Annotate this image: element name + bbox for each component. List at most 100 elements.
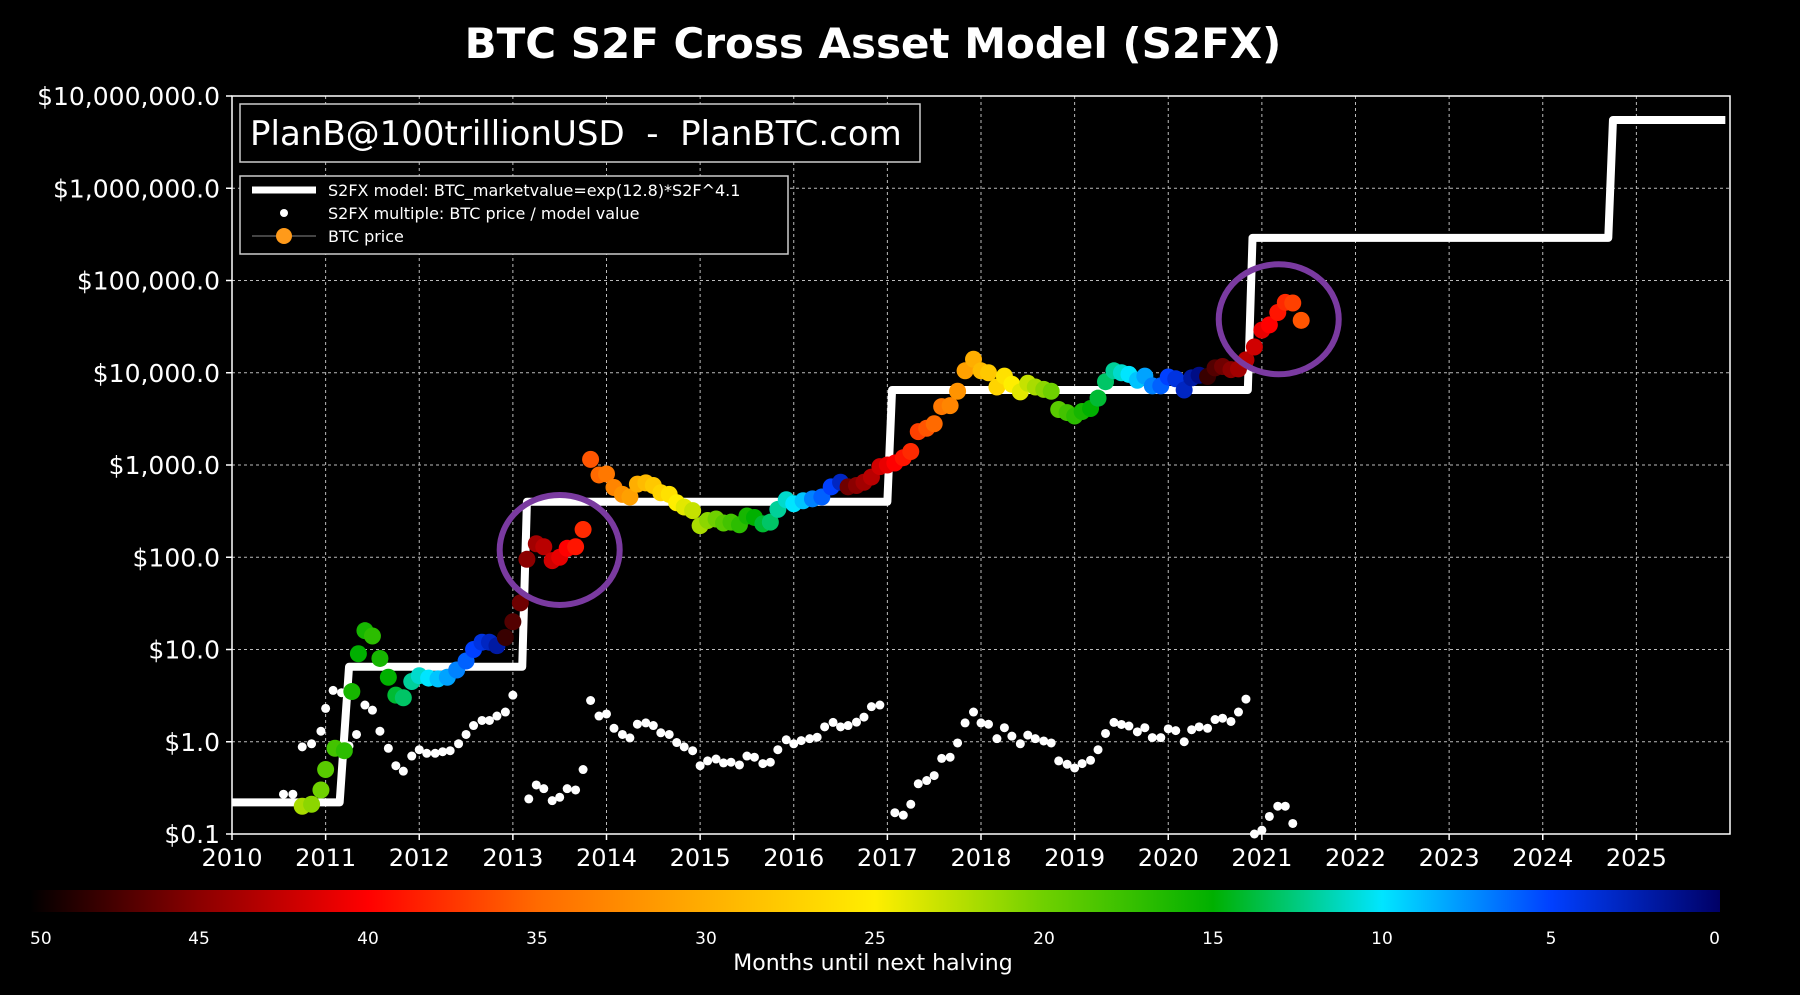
s2fx-multiple-point xyxy=(316,726,326,736)
s2fx-multiple-point xyxy=(929,771,939,781)
y-tick-label: $0.1 xyxy=(164,820,220,849)
x-tick-label: 2013 xyxy=(482,844,543,872)
s2fx-multiple-point xyxy=(492,711,502,721)
s2fx-multiple-point xyxy=(1210,715,1220,725)
s2fx-multiple-point xyxy=(749,752,759,762)
s2fx-multiple-point xyxy=(641,718,651,728)
s2fx-multiple-point xyxy=(672,738,682,748)
s2fx-multiple-point xyxy=(913,779,923,789)
s2fx-multiple-point xyxy=(398,766,408,776)
colorbar-tick-label: 15 xyxy=(1202,929,1224,949)
btc-price-point xyxy=(567,538,585,556)
x-tick-label: 2014 xyxy=(576,844,637,872)
btc-price-point xyxy=(394,689,412,707)
btc-price-point xyxy=(1089,389,1107,407)
s2fx-multiple-point xyxy=(836,722,846,732)
s2fx-multiple-point xyxy=(1147,733,1157,743)
s2fx-multiple-point xyxy=(445,746,455,756)
s2fx-multiple-point xyxy=(524,794,534,804)
x-tick-label: 2021 xyxy=(1231,844,1292,872)
s2fx-multiple-point xyxy=(719,758,729,768)
x-tick-label: 2020 xyxy=(1138,844,1199,872)
s2fx-multiple-point xyxy=(703,756,713,766)
highlight-circles xyxy=(496,261,1342,608)
colorbar-tick-label: 10 xyxy=(1371,929,1393,949)
s2fx-multiple-point xyxy=(477,715,487,725)
x-tick-label: 2018 xyxy=(950,844,1011,872)
y-tick-label: $1,000,000.0 xyxy=(53,174,220,203)
colorbar-tick-label: 35 xyxy=(526,929,548,949)
s2fx-multiple-point xyxy=(805,734,815,744)
s2fx-multiple-point xyxy=(960,718,970,728)
btc-price-point xyxy=(582,450,600,468)
s2fx-multiple-point xyxy=(321,703,331,713)
colorbar-tick-label: 5 xyxy=(1546,929,1557,949)
colorbar-tick-label: 30 xyxy=(695,929,717,949)
btc-price-point xyxy=(621,488,639,506)
s2fx-multiple-point xyxy=(461,729,471,739)
s2fx-multiple-point xyxy=(796,736,806,746)
btc-price-point xyxy=(343,683,361,701)
s2fx-multiple-point xyxy=(328,685,338,695)
s2fx-multiple-point xyxy=(726,757,736,767)
s2fx-multiple-point xyxy=(1273,801,1283,811)
x-tick-label: 2019 xyxy=(1044,844,1105,872)
btc-price-point xyxy=(1284,294,1302,312)
btc-price-point xyxy=(598,465,615,483)
s2fx-multiple-point xyxy=(602,709,611,719)
s2fx-multiple-point xyxy=(859,712,869,722)
s2fx-multiple-point xyxy=(969,707,979,717)
s2fx-multiple-point xyxy=(407,751,417,761)
s2fx-multiple-point xyxy=(1054,756,1064,766)
s2fx-multiple-point xyxy=(1257,825,1267,835)
s2fx-multiple-point xyxy=(1077,759,1087,769)
s2fx-multiple-point xyxy=(758,759,768,769)
s2fx-multiple-point xyxy=(1007,731,1017,741)
s2fx-multiple-point xyxy=(454,739,464,749)
btc-price-point xyxy=(1245,338,1263,356)
s2fx-multiple-point xyxy=(278,789,288,799)
s2fx-multiple-point xyxy=(695,761,705,771)
s2fx-multiple-point xyxy=(1086,755,1096,765)
plot-area-border xyxy=(231,95,1731,835)
s2fx-multiple-point xyxy=(711,754,721,764)
s2fx-multiple-point xyxy=(1109,717,1119,727)
legend-multiple-label: S2FX multiple: BTC price / model value xyxy=(328,204,639,223)
colorbar-ticks: 50 45 40 35 30 25 20 15 10 5 0 xyxy=(30,929,1720,949)
legend-box xyxy=(239,175,789,255)
s2fx-multiple-point xyxy=(656,728,666,738)
s2fx-multiple-point xyxy=(1015,739,1025,749)
x-tick-label: 2012 xyxy=(389,844,450,872)
s2fx-multiple-point xyxy=(1030,734,1040,744)
s2fx-multiple-point xyxy=(578,765,588,775)
btc-price-point xyxy=(925,415,943,433)
s2fx-multiple-point xyxy=(843,721,853,731)
s2fx-multiple-point xyxy=(469,721,479,731)
y-tick-label: $100,000.0 xyxy=(77,267,220,296)
s2fx-multiple-point xyxy=(539,784,549,794)
y-axis-ticks: $0.1 $1.0 $10.0 $100.0 $1,000.0 $10,000.0 $100… xyxy=(37,82,232,849)
btc-price-point xyxy=(379,668,397,686)
btc-price-point xyxy=(371,649,389,667)
s2fx-multiple-point xyxy=(367,705,377,715)
s2fx-multiple-point xyxy=(789,739,799,749)
s2fx-multiple-point xyxy=(820,722,830,732)
s2fx-multiple-point xyxy=(586,695,596,705)
s2fx-multiple-point xyxy=(812,732,822,742)
s2fx-multiple-point xyxy=(922,776,932,786)
s2fx-multiple-point xyxy=(1140,723,1150,733)
s2fx-multiple-point xyxy=(307,739,317,749)
s2fx-multiple-point xyxy=(851,717,861,727)
s2fx-multiple-point xyxy=(688,746,698,756)
s2fx-multiple-point xyxy=(484,715,494,725)
s2fx-multiple-point xyxy=(866,702,876,712)
legend-model-label: S2FX model: BTC_marketvalue=exp(12.8)*S2… xyxy=(328,181,740,201)
s2fx-multiple-point xyxy=(1132,727,1142,737)
s2fx-multiple-point xyxy=(1101,728,1111,738)
s2fx-multiple-point xyxy=(983,719,993,729)
x-tick-label: 2025 xyxy=(1606,844,1667,872)
s2fx-multiple-point xyxy=(1264,811,1274,821)
s2fx-multiple-point xyxy=(617,729,627,739)
btc-price-point xyxy=(979,364,997,382)
